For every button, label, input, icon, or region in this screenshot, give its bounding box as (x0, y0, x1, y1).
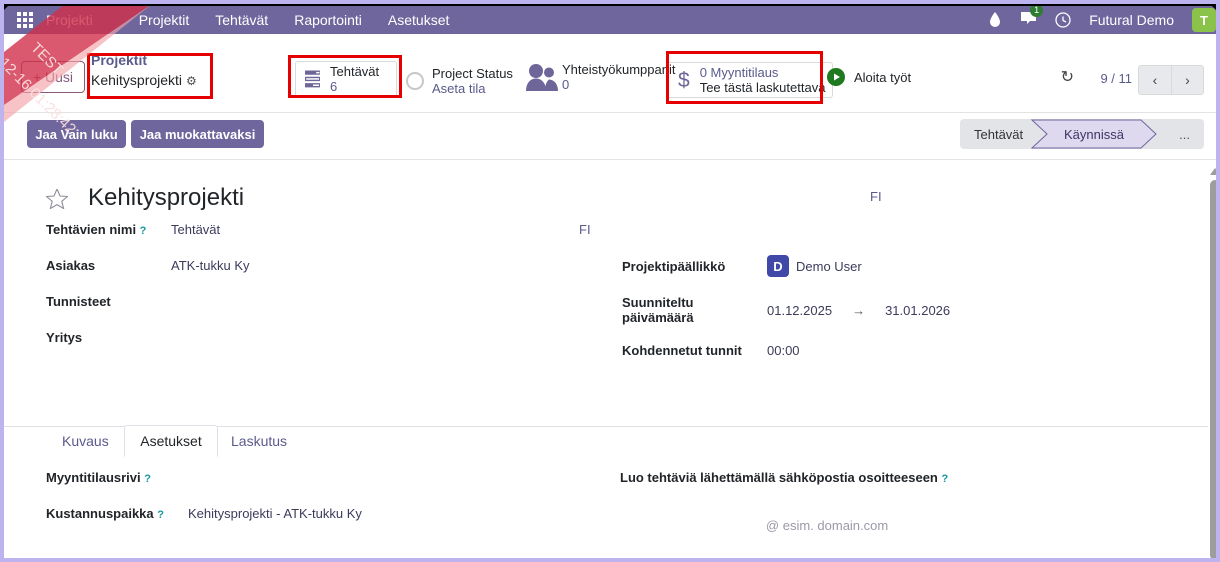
svg-text:Käynnissä: Käynnissä (1064, 127, 1125, 142)
